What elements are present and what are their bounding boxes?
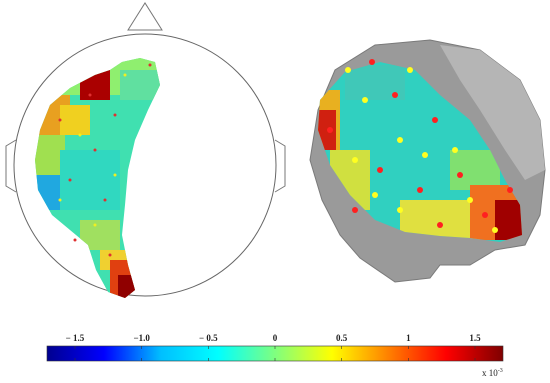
right-ear [274,139,286,193]
head-3d [309,39,546,283]
tick-label: 0.5 [336,333,348,343]
electrodes-yellow [58,73,127,227]
left-ear [5,139,17,193]
tick-label: − 0.5 [199,333,218,343]
head-electrodes-red [327,59,513,228]
tick-label: − 1.5 [66,333,85,343]
tick-label: −1.0 [133,333,150,343]
exponent-power: -3 [498,368,503,374]
head-highlight [440,45,545,180]
tick-label: 1 [406,333,411,343]
exponent-label: x 10-3 [482,368,503,378]
head-electrodes-yellow [345,67,498,233]
tick-label: 1.5 [469,333,481,343]
exponent-base: x 10 [482,368,498,378]
nose [127,2,163,31]
tick-label: 0 [273,333,278,343]
topo-map [5,2,286,298]
electrodes [58,63,152,257]
